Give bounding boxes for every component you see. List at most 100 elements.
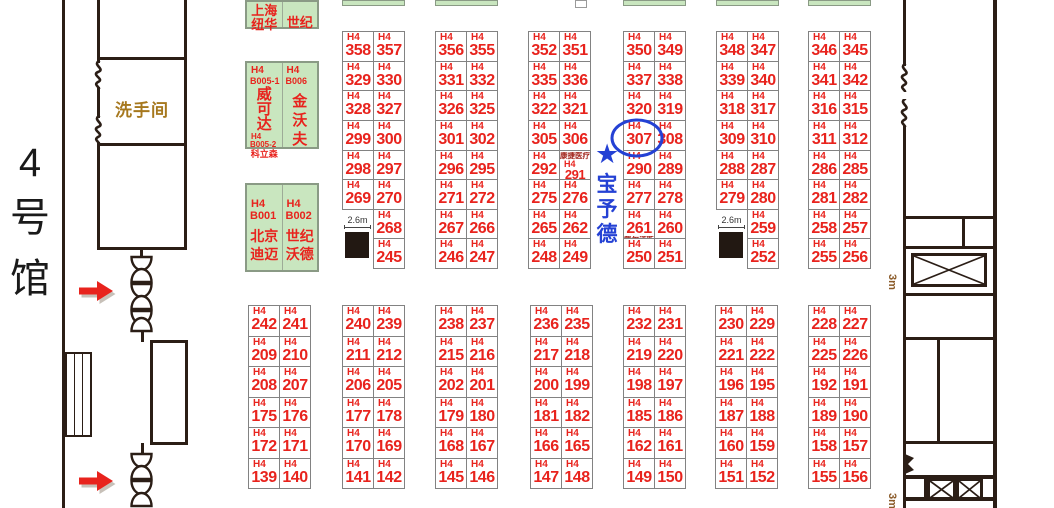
booth-company: 沃德 <box>285 246 314 262</box>
booth-number: 250 <box>626 249 652 267</box>
booth-cell: H4 225 <box>808 335 840 367</box>
booth-number: 217 <box>533 346 559 364</box>
booth-company: 威可达 <box>256 86 272 133</box>
booth-prefix: H4 <box>628 458 641 470</box>
booth-cell: H4 236 <box>530 305 562 337</box>
pillar-square-icon <box>345 231 369 258</box>
booth-number: 241 <box>282 316 308 333</box>
booth-cell: H4 170 <box>342 427 374 459</box>
booth-cell: H4 209 <box>248 335 280 367</box>
booth-prefix: H4 <box>751 458 764 470</box>
booth-number: 195 <box>749 377 775 394</box>
booth-number: 256 <box>842 249 868 267</box>
booth-cell: H4 319 <box>654 90 686 121</box>
booth-prefix: H4 <box>471 306 484 317</box>
booth-prefix: H4 <box>813 306 826 317</box>
booth-number: 347 <box>750 42 776 59</box>
booth-cell: H4 172 <box>248 427 280 459</box>
booth-cell: H4 177 <box>342 396 374 428</box>
booth-prefix: H4 <box>659 397 672 409</box>
booth-number: 307 <box>626 130 652 148</box>
booth-prefix: H4 <box>535 458 548 470</box>
pillar-square-icon <box>719 231 743 258</box>
booth-cell: H4 348 <box>716 31 748 62</box>
booth-cell: H4 242 <box>248 305 280 337</box>
booth-number: 322 <box>531 101 557 119</box>
booth-number: 300 <box>376 130 402 148</box>
booth-prefix: H4 <box>721 32 734 43</box>
booth-prefix: H4 <box>564 239 577 251</box>
booth-number: 211 <box>345 346 371 364</box>
wall-room <box>97 143 187 146</box>
booth-number: 298 <box>345 160 371 178</box>
booth-number: 262 <box>562 219 588 237</box>
booth-number: 340 <box>750 71 776 89</box>
booth-number: 282 <box>842 190 868 208</box>
booth-number: 348 <box>719 42 745 59</box>
booth-number: 325 <box>469 101 495 119</box>
booth-cell: H4 318 <box>716 90 748 121</box>
booth-number: 259 <box>750 219 776 237</box>
hall-label-char: 4 <box>18 141 42 185</box>
booth-cell: H4 269 <box>342 179 374 210</box>
dimension-label: 2.6m <box>721 214 742 225</box>
booth-prefix: H4 <box>440 428 453 439</box>
booth-prefix: H4 <box>471 209 484 221</box>
booth-number: 306 <box>562 130 588 148</box>
booth-cell: H4 297 <box>373 149 405 181</box>
booth-number: 155 <box>811 468 837 486</box>
booth-number: 287 <box>750 160 776 178</box>
booth-cell: H4 157 <box>839 427 871 459</box>
booth-prefix: H4 <box>535 397 548 409</box>
booth-cell: H4 186 <box>654 396 686 428</box>
booth-prefix: H4 <box>440 209 453 221</box>
booth-prefix: H4 <box>440 397 453 409</box>
booth-prefix: H4 <box>284 458 297 470</box>
booth-prefix: H4 <box>471 336 484 348</box>
booth-cell: H4 276 <box>559 179 591 210</box>
booth-number: 291 <box>564 166 586 182</box>
booth-cell: H4 299 <box>342 119 374 151</box>
booth-number: 172 <box>251 438 277 455</box>
booth-prefix: H4 <box>533 180 546 192</box>
booth-cell: H4 205 <box>373 366 405 398</box>
booth-prefix: H4 <box>564 120 577 132</box>
booth-number: 196 <box>718 377 744 394</box>
booth-prefix: H4 <box>659 61 672 73</box>
booth-prefix: H4 <box>535 367 548 378</box>
booth-number: 140 <box>282 468 308 486</box>
booth-cell: H4 285 <box>839 149 871 181</box>
booth-cell: H4 175 <box>248 396 280 428</box>
booth-prefix: H4 <box>347 306 360 317</box>
booth-cell: H4 336 <box>559 60 591 92</box>
booth-cell: H4 167 <box>466 427 498 459</box>
booth-number: 252 <box>750 249 776 267</box>
booth-number: 321 <box>562 101 588 119</box>
booth-number: 316 <box>811 101 837 119</box>
booth-prefix: H4 <box>844 32 857 43</box>
booth-number: 335 <box>531 71 557 89</box>
booth-number: 329 <box>345 71 371 89</box>
booth-prefix: H4 <box>286 198 301 210</box>
booth-cell: H4 238 <box>435 305 467 337</box>
booth-number: 312 <box>842 130 868 148</box>
booth-number: 187 <box>718 407 744 425</box>
booth-number: 197 <box>657 377 683 394</box>
booth-cell: H4 218 <box>561 335 593 367</box>
booth-cell: H4 208 <box>248 366 280 398</box>
dimension-label: 3m <box>885 274 898 290</box>
booth-prefix: H4 <box>628 428 641 439</box>
booth-number: 141 <box>345 468 371 486</box>
booth-cell: H4 278 <box>654 179 686 210</box>
booth-prefix: H4 <box>251 132 262 141</box>
booth-number: 178 <box>376 407 402 425</box>
booth-prefix: H4 <box>721 180 734 192</box>
booth-number: 157 <box>842 438 868 455</box>
booth-prefix: H4 <box>659 336 672 348</box>
booth-cell: H4 179 <box>435 396 467 428</box>
booth-number: 189 <box>811 407 837 425</box>
booth-prefix: H4 <box>284 336 297 348</box>
booth-number: 251 <box>657 249 683 267</box>
wall-right <box>903 246 997 249</box>
booth-number: 151 <box>718 468 744 486</box>
